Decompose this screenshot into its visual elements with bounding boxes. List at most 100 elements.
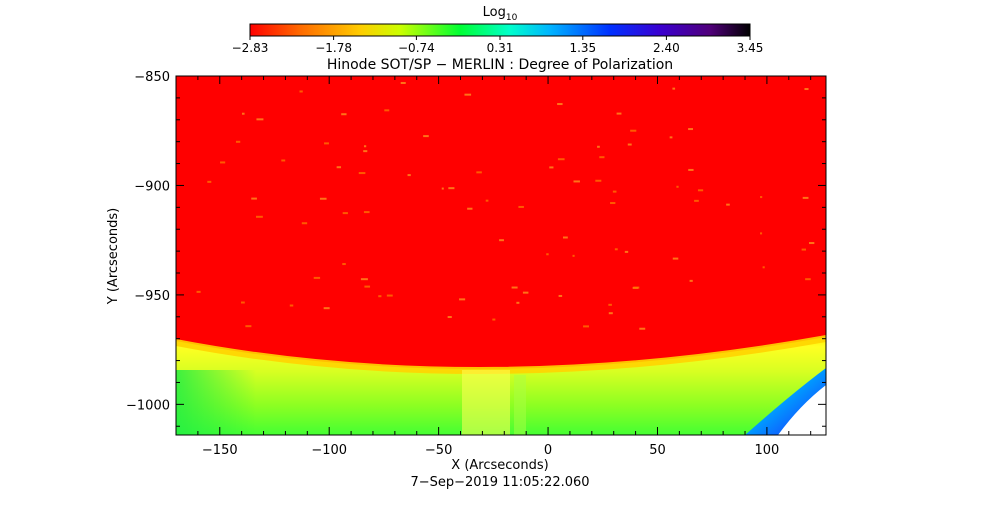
speckle	[207, 180, 212, 183]
speckle	[608, 303, 612, 306]
colorbar-tick-label: −2.83	[232, 41, 269, 55]
speckle	[220, 161, 226, 164]
left-green-area	[176, 370, 256, 435]
speckle	[299, 90, 303, 93]
x-tick-label: 50	[649, 443, 666, 458]
speckle	[616, 112, 622, 115]
speckle	[546, 253, 549, 256]
speckle	[255, 215, 263, 218]
vertical-band	[462, 370, 510, 435]
colorbar-tick-label: −0.74	[398, 41, 435, 55]
speckle	[805, 278, 811, 281]
speckle	[313, 276, 321, 279]
speckle	[341, 113, 347, 116]
speckle	[760, 196, 763, 199]
speckle	[281, 159, 286, 162]
speckle	[251, 197, 257, 200]
speckle	[336, 166, 342, 169]
timestamp: 7−Sep−2019 11:05:22.060	[410, 475, 589, 490]
speckle	[447, 316, 452, 319]
axes: −150 −100 −50 0 50 100 −850 −900 −950 −1000	[126, 70, 826, 458]
speckle	[762, 266, 765, 269]
y-tick-label: −950	[134, 289, 170, 304]
speckle	[423, 135, 429, 138]
speckle	[518, 205, 524, 208]
colorbar-tick-label: −1.78	[315, 41, 352, 55]
speckle	[241, 301, 245, 304]
speckle	[549, 166, 554, 169]
speckle	[492, 318, 496, 321]
speckle	[599, 156, 605, 159]
speckle	[801, 248, 807, 251]
speckle	[672, 257, 679, 260]
x-tick-label: 0	[544, 443, 552, 458]
speckle	[639, 327, 646, 330]
colorbar-label: Log10	[483, 5, 518, 23]
speckle	[459, 298, 466, 301]
y-tick-label: −900	[134, 179, 170, 194]
colorbar-tick-label: 1.35	[569, 41, 596, 55]
speckle	[358, 172, 366, 175]
speckle	[760, 232, 763, 235]
speckle	[595, 179, 602, 182]
speckle	[688, 128, 693, 131]
speckle	[407, 174, 411, 177]
speckle	[363, 211, 370, 214]
speckle	[573, 180, 580, 183]
speckle	[557, 158, 565, 161]
speckle	[324, 142, 329, 145]
colorbar-gradient	[249, 23, 751, 37]
speckle	[485, 199, 489, 202]
speckle	[557, 103, 563, 106]
y-tick-label: −1000	[126, 398, 170, 413]
speckle	[499, 239, 504, 242]
speckle	[476, 171, 482, 174]
speckle	[511, 286, 518, 289]
speckle	[689, 279, 693, 282]
speckle	[301, 222, 308, 225]
speckle	[464, 93, 472, 96]
speckle	[583, 325, 590, 328]
heatmap-image	[176, 76, 826, 435]
speckle	[610, 202, 616, 205]
speckle	[241, 112, 245, 115]
speckle	[196, 290, 201, 293]
speckle	[627, 143, 632, 146]
vertical-band-2	[514, 375, 526, 435]
speckle	[630, 129, 637, 132]
colorbar-tick-label: 0.31	[487, 41, 514, 55]
speckle	[400, 81, 406, 84]
speckle	[697, 189, 704, 192]
corner-white	[778, 385, 826, 435]
speckle	[802, 196, 809, 199]
speckle	[633, 286, 640, 289]
chart-title: Hinode SOT/SP − MERLIN : Degree of Polar…	[327, 57, 673, 73]
speckle	[360, 278, 368, 281]
x-tick-label: −100	[311, 443, 347, 458]
limb-band	[176, 335, 826, 375]
speckle	[441, 187, 444, 190]
colorbar: Log10 −2.83 −1.78 −0.74 0.31 1.35 2.40 3.45	[232, 5, 764, 55]
speckle	[688, 168, 694, 171]
speckle	[319, 197, 327, 200]
speckle	[323, 307, 330, 310]
speckle	[467, 207, 473, 210]
speckle	[694, 199, 699, 202]
speckle	[235, 140, 241, 143]
speckle	[516, 301, 520, 304]
speckle	[522, 291, 529, 294]
x-tick-label: −150	[202, 443, 238, 458]
speckle	[245, 325, 252, 328]
speckle	[597, 145, 600, 148]
speckle	[624, 250, 629, 253]
speckle	[614, 248, 618, 251]
speckle	[363, 150, 368, 153]
speckle	[378, 295, 382, 298]
speckle	[342, 263, 346, 266]
y-axis-label: Y (Arcseconds)	[106, 208, 121, 305]
speckle	[386, 294, 393, 297]
colorbar-tick-label: 3.45	[737, 41, 764, 55]
speckle	[342, 212, 348, 215]
speckle	[808, 242, 815, 245]
speckle	[672, 87, 676, 90]
